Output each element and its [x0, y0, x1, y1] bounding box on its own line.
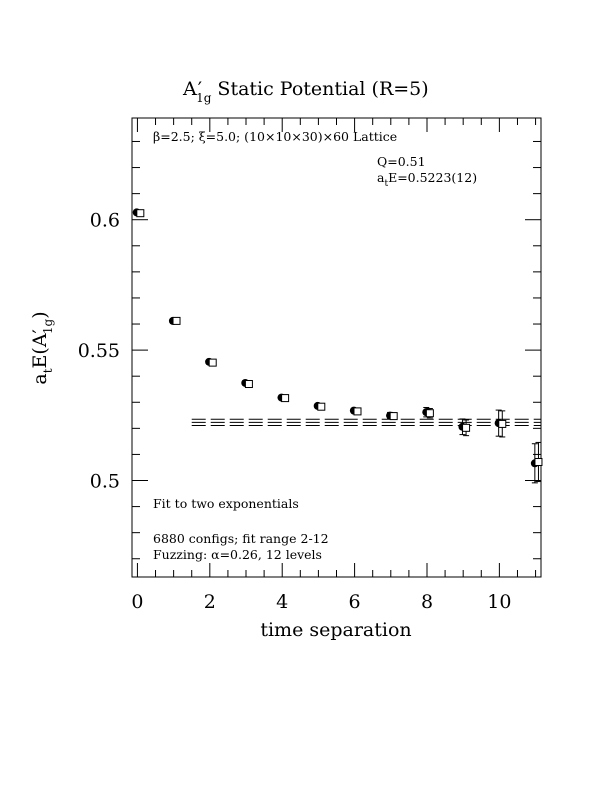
x-tick-label: 10 [487, 591, 511, 613]
fit-note: Fit to two exponentials [153, 496, 299, 511]
energy-annotation: atE=0.5223(12) [377, 170, 477, 189]
x-tick-label: 4 [276, 591, 288, 613]
fit-band [191, 418, 541, 426]
y-axis-label-group: atE(A′1g) [29, 311, 55, 384]
x-tick-label: 6 [349, 591, 361, 613]
x-tick-label: 2 [204, 591, 216, 613]
data-point-square [462, 423, 471, 432]
data-point-square [136, 209, 145, 218]
data-point-square [389, 412, 398, 421]
x-tick-label: 0 [131, 591, 143, 613]
q-annotation: Q=0.51 [377, 154, 426, 169]
data-point-square [534, 457, 543, 466]
data-points [132, 208, 543, 484]
data-point-square [172, 316, 181, 325]
data-point-square [244, 380, 253, 389]
x-axis-label: time separation [260, 619, 411, 641]
data-point-square [425, 409, 434, 418]
data-point-square [353, 407, 362, 416]
x-tick-label: 8 [421, 591, 433, 613]
fuzzing-note: Fuzzing: α=0.26, 12 levels [153, 547, 322, 562]
configs-note: 6880 configs; fit range 2-12 [153, 531, 329, 546]
data-point-square [281, 394, 290, 403]
y-tick-label: 0.55 [78, 340, 120, 362]
data-point-square [317, 402, 326, 411]
data-point-square [208, 358, 217, 367]
y-axis-label: atE(A′1g) [29, 311, 55, 384]
y-tick-label: 0.5 [90, 471, 120, 493]
y-tick-label: 0.6 [90, 210, 120, 232]
data-point-square [498, 419, 507, 428]
chart-title: A′1g Static Potential (R=5) [182, 78, 429, 105]
axis-ticks: 0 2 4 6 8 10 0.5 0.55 0.6 [78, 118, 541, 613]
lattice-annotation: β=2.5; ξ=5.0; (10×10×30)×60 Lattice [153, 129, 397, 144]
